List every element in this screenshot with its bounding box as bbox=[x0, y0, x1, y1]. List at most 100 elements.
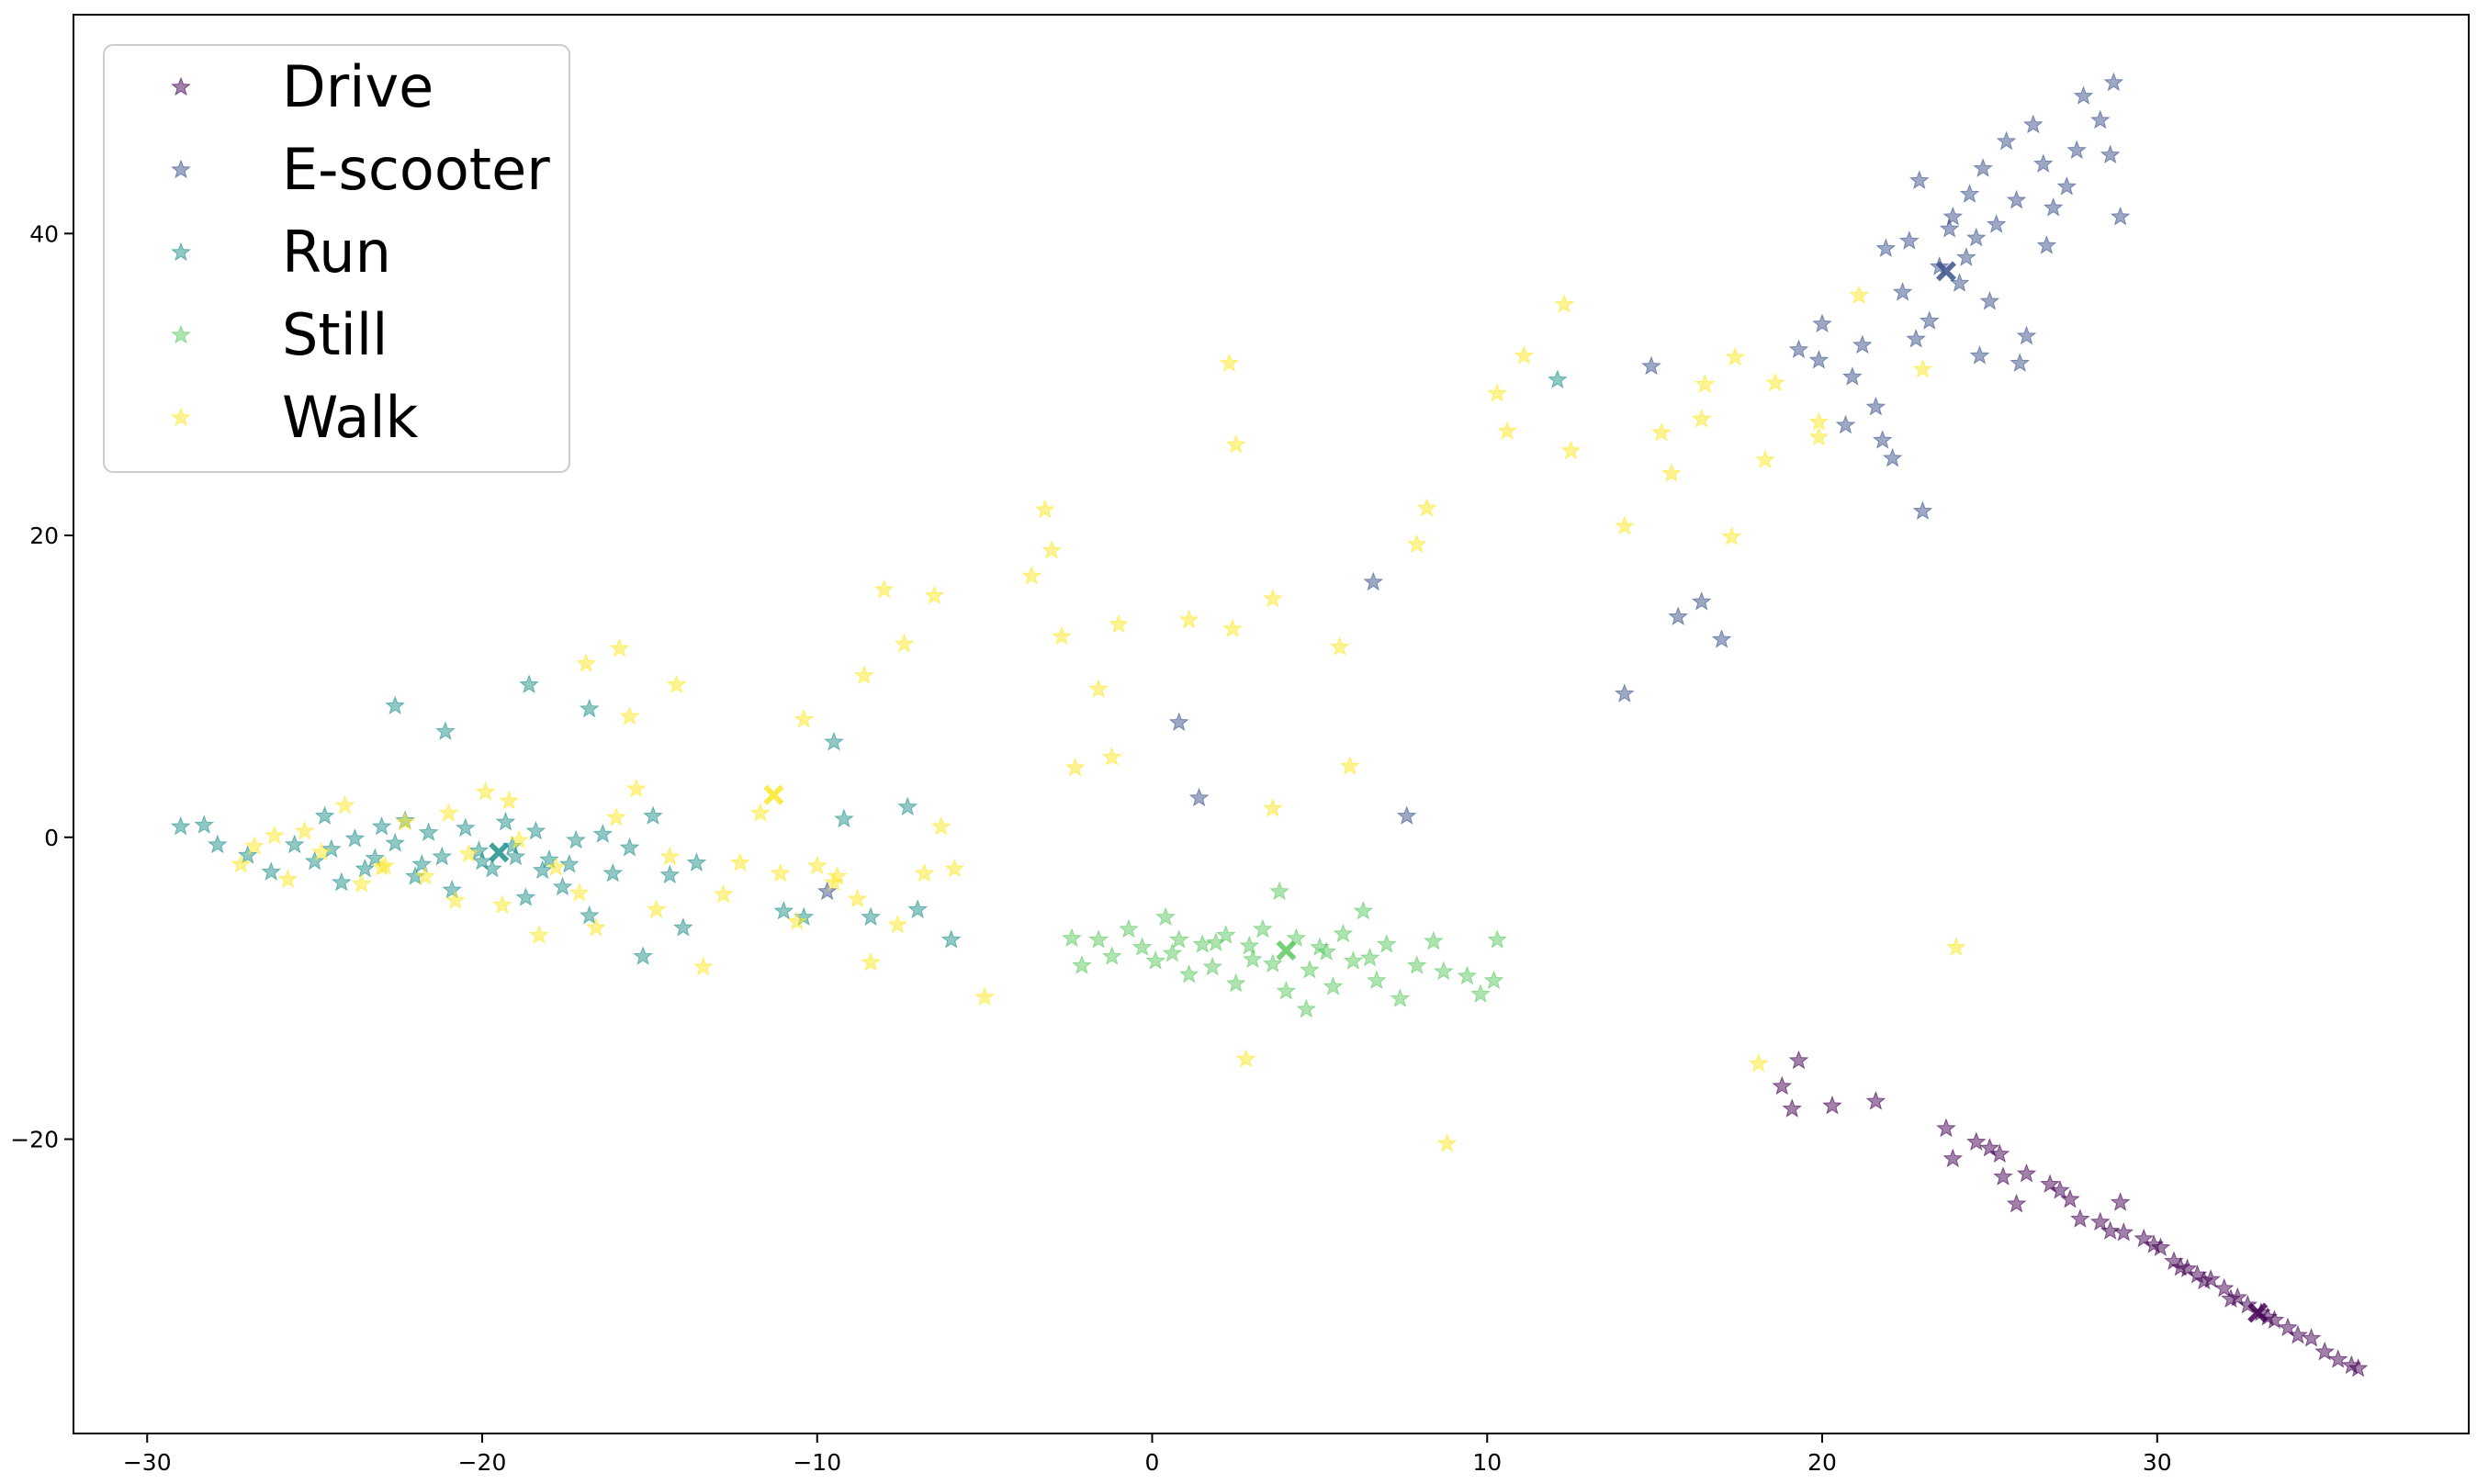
point-drive bbox=[2050, 1179, 2070, 1199]
point-still bbox=[1205, 932, 1226, 952]
legend: Drive E-scooter Run Still Walk bbox=[103, 44, 570, 473]
point-drive bbox=[1822, 1095, 1842, 1115]
point-drive bbox=[1942, 1148, 1964, 1168]
point-walk bbox=[1765, 372, 1785, 392]
point-still bbox=[1253, 918, 1273, 939]
point-run bbox=[579, 698, 600, 718]
point-run bbox=[672, 916, 693, 937]
point-walk bbox=[1262, 798, 1283, 817]
point-still bbox=[1367, 970, 1387, 990]
point-drive bbox=[2278, 1317, 2298, 1337]
point-walk bbox=[1225, 433, 1246, 454]
point-run bbox=[385, 832, 406, 852]
point-drive bbox=[2016, 1163, 2037, 1183]
point-walk bbox=[1222, 618, 1243, 638]
point-drive bbox=[2144, 1234, 2164, 1254]
point-drive bbox=[2100, 1220, 2121, 1240]
centroid-walk bbox=[763, 784, 784, 805]
point-walk bbox=[1021, 565, 1042, 585]
point-e-scooter bbox=[2036, 235, 2057, 254]
point-run bbox=[344, 827, 366, 848]
point-still bbox=[1101, 946, 1122, 965]
point-run bbox=[539, 849, 559, 869]
point-walk bbox=[1235, 1048, 1256, 1068]
point-walk bbox=[666, 674, 687, 694]
point-drive bbox=[2060, 1188, 2080, 1209]
centroid-markers bbox=[489, 261, 2269, 1323]
point-run bbox=[643, 805, 663, 826]
point-e-scooter bbox=[1908, 170, 1930, 190]
point-e-scooter bbox=[1808, 349, 1830, 369]
point-e-scooter bbox=[2100, 144, 2121, 164]
point-walk bbox=[1262, 588, 1283, 608]
x-tick-label: 0 bbox=[1145, 1449, 1160, 1476]
point-run bbox=[418, 822, 439, 842]
point-drive bbox=[1788, 1050, 1809, 1070]
point-e-scooter bbox=[1882, 447, 1903, 467]
point-still bbox=[1162, 942, 1183, 962]
legend-label-e-scooter: E-scooter bbox=[282, 136, 550, 203]
point-walk bbox=[806, 855, 828, 875]
point-walk bbox=[1721, 526, 1742, 545]
point-walk bbox=[827, 866, 848, 885]
legend-marker-e-scooter bbox=[171, 159, 191, 179]
point-still bbox=[1119, 918, 1139, 939]
point-still bbox=[1072, 955, 1092, 974]
point-walk bbox=[1725, 346, 1746, 366]
point-still bbox=[1202, 956, 1223, 976]
point-drive bbox=[1772, 1075, 1793, 1096]
point-drive bbox=[2070, 1209, 2090, 1228]
point-e-scooter bbox=[1691, 590, 1712, 611]
point-still bbox=[1239, 935, 1260, 955]
point-drive bbox=[1936, 1118, 1956, 1138]
point-still bbox=[1215, 925, 1236, 944]
point-walk bbox=[334, 794, 355, 815]
point-run bbox=[659, 864, 681, 884]
point-still bbox=[1178, 963, 1199, 984]
point-e-scooter bbox=[1396, 805, 1417, 826]
point-still bbox=[1433, 961, 1454, 981]
point-e-scooter bbox=[1668, 606, 1689, 626]
point-walk bbox=[853, 665, 874, 685]
point-e-scooter bbox=[1872, 430, 1893, 449]
point-e-scooter bbox=[2110, 206, 2131, 226]
point-e-scooter bbox=[1979, 290, 2000, 310]
point-e-scooter bbox=[1875, 238, 1897, 258]
point-walk bbox=[749, 803, 771, 822]
point-walk bbox=[395, 811, 415, 831]
x-tick-label: 30 bbox=[2143, 1449, 2172, 1476]
point-walk bbox=[1041, 540, 1062, 559]
point-walk bbox=[1052, 625, 1072, 646]
point-drive bbox=[2193, 1270, 2214, 1290]
point-walk bbox=[415, 866, 435, 885]
point-walk bbox=[294, 820, 315, 840]
point-run bbox=[686, 852, 707, 871]
x-tick-label: 20 bbox=[1807, 1449, 1837, 1476]
point-e-scooter bbox=[2089, 109, 2111, 129]
point-e-scooter bbox=[2073, 85, 2094, 105]
point-drive bbox=[1989, 1143, 2010, 1164]
point-still bbox=[1343, 950, 1364, 970]
point-e-scooter bbox=[1956, 247, 1976, 266]
point-still bbox=[1269, 881, 1289, 901]
point-walk bbox=[1064, 757, 1086, 777]
point-drive bbox=[2237, 1294, 2258, 1314]
point-walk bbox=[794, 709, 815, 728]
legend-box bbox=[103, 44, 570, 473]
point-walk bbox=[499, 790, 520, 810]
legend-marker-run bbox=[171, 242, 191, 262]
point-walk bbox=[914, 862, 935, 883]
legend-label-drive: Drive bbox=[282, 53, 433, 120]
point-e-scooter bbox=[1912, 500, 1933, 520]
point-walk bbox=[438, 803, 459, 822]
point-walk bbox=[1691, 409, 1712, 428]
point-walk bbox=[887, 914, 908, 934]
x-tick-label: 10 bbox=[1472, 1449, 1502, 1476]
point-walk bbox=[1178, 609, 1199, 629]
y-tick-label: 0 bbox=[44, 825, 59, 851]
point-walk bbox=[1808, 426, 1830, 446]
point-walk bbox=[458, 843, 479, 863]
centroid-drive bbox=[2247, 1302, 2269, 1323]
point-run bbox=[907, 899, 929, 918]
point-run bbox=[519, 674, 539, 694]
